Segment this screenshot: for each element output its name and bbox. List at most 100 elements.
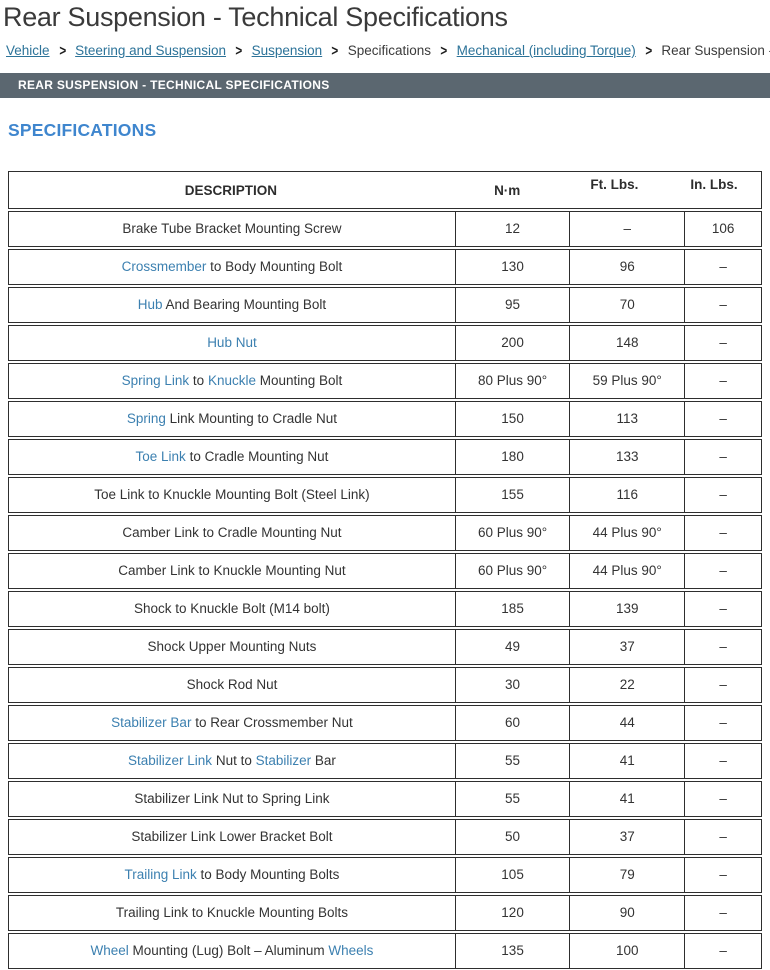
spec-value-ftlbs: 113: [569, 402, 684, 436]
spec-description: Spring Link Mounting to Cradle Nut: [9, 402, 455, 436]
spec-value-nm: 60: [454, 706, 569, 740]
spec-term-link[interactable]: Wheel: [90, 942, 129, 958]
breadcrumb-chevron-icon: >: [645, 41, 652, 60]
spec-value-nm: 95: [454, 288, 569, 322]
spec-value-ftlbs: 96: [569, 250, 684, 284]
spec-term-link[interactable]: Knuckle: [207, 372, 256, 388]
spec-value-inlbs: –: [684, 820, 761, 854]
spec-description-text: Trailing Link to Knuckle Mounting Bolts: [115, 904, 349, 920]
table-row: Crossmember to Body Mounting Bolt 130 96…: [8, 249, 762, 285]
spec-value-nm: 135: [454, 934, 569, 968]
spec-term-link[interactable]: Stabilizer Link: [128, 752, 213, 768]
spec-value-ftlbs: 59 Plus 90°: [569, 364, 684, 398]
spec-description: Toe Link to Cradle Mounting Nut: [9, 440, 455, 474]
spec-value-ftlbs: 139: [569, 592, 684, 626]
spec-term-link[interactable]: Stabilizer: [255, 752, 312, 768]
table-row: Stabilizer Bar to Rear Crossmember Nut 6…: [8, 705, 762, 741]
spec-value-nm: 49: [454, 630, 569, 664]
spec-description-text: Link Mounting to Cradle Nut: [165, 410, 338, 426]
spec-term-link[interactable]: Hub: [137, 296, 163, 312]
spec-term-link[interactable]: Wheels: [328, 942, 374, 958]
table-row: Shock Rod Nut 30 22 –: [8, 667, 762, 703]
spec-value-nm: 120: [454, 896, 569, 930]
spec-value-nm: 12: [454, 212, 569, 246]
spec-value-nm: 55: [454, 744, 569, 778]
table-row: Spring Link Mounting to Cradle Nut 150 1…: [8, 401, 762, 437]
spec-table-body: Brake Tube Bracket Mounting Screw 12 – 1…: [8, 211, 762, 969]
section-banner-label: REAR SUSPENSION - TECHNICAL SPECIFICATIO…: [18, 78, 330, 92]
spec-value-ftlbs: 44 Plus 90°: [569, 554, 684, 588]
spec-term-link[interactable]: Crossmember: [121, 258, 207, 274]
spec-description-text: Mounting Bolt: [255, 372, 343, 388]
column-header-inlbs: In. Lbs.: [690, 177, 738, 192]
spec-term-link[interactable]: Spring: [126, 410, 166, 426]
spec-value-nm: 105: [454, 858, 569, 892]
breadcrumb-link[interactable]: Mechanical (including Torque): [456, 43, 636, 58]
spec-description: Shock Upper Mounting Nuts: [9, 630, 455, 664]
spec-value-inlbs: –: [684, 364, 761, 398]
spec-value-ftlbs: 116: [569, 478, 684, 512]
spec-description: Wheel Mounting (Lug) Bolt – Aluminum Whe…: [9, 934, 455, 968]
spec-description: Spring Link to Knuckle Mounting Bolt: [9, 364, 455, 398]
table-row: Shock Upper Mounting Nuts 49 37 –: [8, 629, 762, 665]
spec-value-nm: 200: [454, 326, 569, 360]
spec-value-nm: 180: [454, 440, 569, 474]
spec-description: Shock Rod Nut: [9, 668, 455, 702]
breadcrumb-item-static: Specifications: [347, 43, 432, 58]
breadcrumb-chevron-icon: >: [235, 41, 243, 60]
table-row: Stabilizer Link Lower Bracket Bolt 50 37…: [8, 819, 762, 855]
spec-value-nm: 30: [454, 668, 569, 702]
spec-term-link[interactable]: Hub Nut: [207, 334, 257, 350]
spec-value-inlbs: 106: [684, 212, 761, 246]
breadcrumb-link[interactable]: Steering and Suspension: [75, 43, 227, 58]
spec-value-inlbs: –: [684, 592, 761, 626]
table-row: Hub And Bearing Mounting Bolt 95 70 –: [8, 287, 762, 323]
spec-description: Trailing Link to Knuckle Mounting Bolts: [9, 896, 455, 930]
spec-value-ftlbs: 41: [569, 782, 684, 816]
spec-description: Toe Link to Knuckle Mounting Bolt (Steel…: [9, 478, 455, 512]
spec-description: Hub And Bearing Mounting Bolt: [9, 288, 455, 322]
spec-value-inlbs: –: [684, 668, 761, 702]
spec-term-link[interactable]: Toe Link: [135, 448, 186, 464]
spec-value-ftlbs: 44: [569, 706, 684, 740]
breadcrumb-chevron-icon: >: [331, 41, 339, 60]
spec-value-inlbs: –: [684, 706, 761, 740]
spec-table-header: DESCRIPTION N·m Ft. Lbs. In. Lbs.: [8, 171, 762, 209]
breadcrumb-link[interactable]: Vehicle: [6, 43, 50, 58]
spec-value-nm: 55: [454, 782, 569, 816]
spec-description: Stabilizer Link Nut to Stabilizer Bar: [9, 744, 455, 778]
spec-description-text: to Body Mounting Bolts: [196, 866, 340, 882]
spec-term-link[interactable]: Stabilizer Bar: [111, 714, 192, 730]
spec-description-text: And Bearing Mounting Bolt: [162, 296, 327, 312]
spec-description: Trailing Link to Body Mounting Bolts: [9, 858, 455, 892]
spec-value-inlbs: –: [684, 858, 761, 892]
spec-description: Crossmember to Body Mounting Bolt: [9, 250, 455, 284]
spec-description: Stabilizer Bar to Rear Crossmember Nut: [9, 706, 455, 740]
spec-description-text: Nut to: [212, 752, 256, 768]
spec-description-text: to: [189, 372, 208, 388]
table-row: Toe Link to Cradle Mounting Nut 180 133 …: [8, 439, 762, 475]
breadcrumb-link[interactable]: Suspension: [251, 43, 323, 58]
spec-value-ftlbs: 70: [569, 288, 684, 322]
spec-value-nm: 185: [454, 592, 569, 626]
spec-value-inlbs: –: [684, 440, 761, 474]
specifications-heading: SPECIFICATIONS: [8, 120, 157, 140]
spec-value-inlbs: –: [684, 554, 761, 588]
table-row: Camber Link to Knuckle Mounting Nut 60 P…: [8, 553, 762, 589]
spec-description: Brake Tube Bracket Mounting Screw: [9, 212, 455, 246]
spec-value-inlbs: –: [684, 782, 761, 816]
spec-description: Camber Link to Cradle Mounting Nut: [9, 516, 455, 550]
spec-value-inlbs: –: [684, 934, 761, 968]
spec-description-text: Stabilizer Link Lower Bracket Bolt: [131, 828, 333, 844]
breadcrumb-chevron-icon: >: [440, 41, 448, 60]
column-header-ftlbs: Ft. Lbs.: [590, 177, 639, 192]
spec-value-inlbs: –: [684, 744, 761, 778]
spec-term-link[interactable]: Trailing Link: [124, 866, 197, 882]
spec-value-inlbs: –: [684, 478, 761, 512]
spec-value-ftlbs: 79: [569, 858, 684, 892]
table-row: Stabilizer Link Nut to Spring Link 55 41…: [8, 781, 762, 817]
spec-description-text: Camber Link to Knuckle Mounting Nut: [118, 562, 346, 578]
spec-value-ftlbs: 22: [569, 668, 684, 702]
table-row: Trailing Link to Body Mounting Bolts 105…: [8, 857, 762, 893]
spec-term-link[interactable]: Spring Link: [121, 372, 190, 388]
